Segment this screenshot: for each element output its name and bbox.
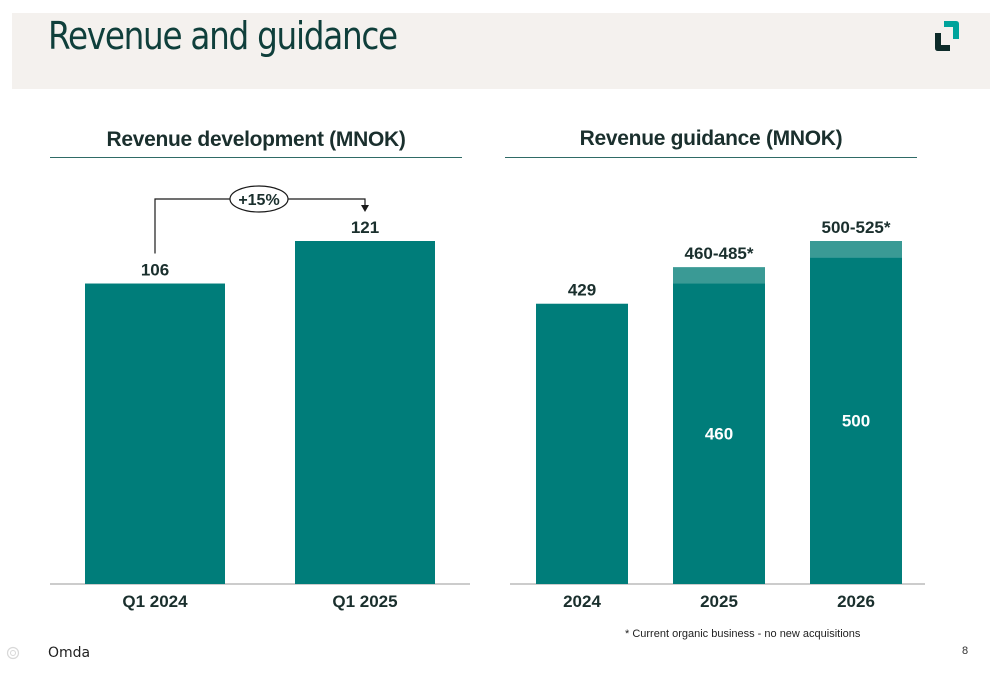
range-bar-2025: [673, 267, 765, 284]
omda-logo-icon: [935, 21, 959, 51]
x-tick-label: 2025: [700, 592, 738, 611]
chart-title-revenue-development: Revenue development (MNOK): [106, 128, 406, 151]
value-label: 460: [705, 425, 733, 444]
value-label: 106: [141, 261, 169, 280]
growth-badge: [229, 185, 289, 213]
page-title: Revenue and guidance: [48, 14, 398, 58]
x-tick-label: Q1 2025: [332, 592, 397, 611]
x-tick-label: Q1 2024: [122, 592, 188, 611]
brand-name: Omda: [48, 645, 91, 661]
title-band: [12, 13, 990, 89]
chart-title-revenue-guidance: Revenue guidance (MNOK): [579, 127, 843, 150]
footnote: * Current organic business - no new acqu…: [625, 628, 861, 640]
x-tick-label: 2026: [837, 592, 875, 611]
growth-label: +15%: [238, 192, 279, 209]
range-label: 460-485*: [684, 244, 753, 263]
bar-2025: [673, 283, 765, 584]
range-label: 500-525*: [821, 218, 890, 237]
value-label: 429: [568, 281, 596, 300]
chart-title-rule-right: [505, 157, 917, 158]
bar-q1-2024: [85, 283, 225, 584]
value-label: 121: [351, 218, 379, 237]
bar-q1-2025: [295, 241, 435, 584]
growth-arrow-head: [361, 205, 369, 212]
page-number: 8: [962, 645, 969, 657]
x-tick-label: 2024: [563, 592, 601, 611]
bar-2024: [536, 303, 628, 584]
range-bar-2026: [810, 241, 902, 258]
bar-2026: [810, 257, 902, 584]
value-label: 500: [842, 412, 870, 431]
chart-title-rule-left: [50, 157, 462, 158]
brand-mark-icon: [6, 646, 20, 660]
